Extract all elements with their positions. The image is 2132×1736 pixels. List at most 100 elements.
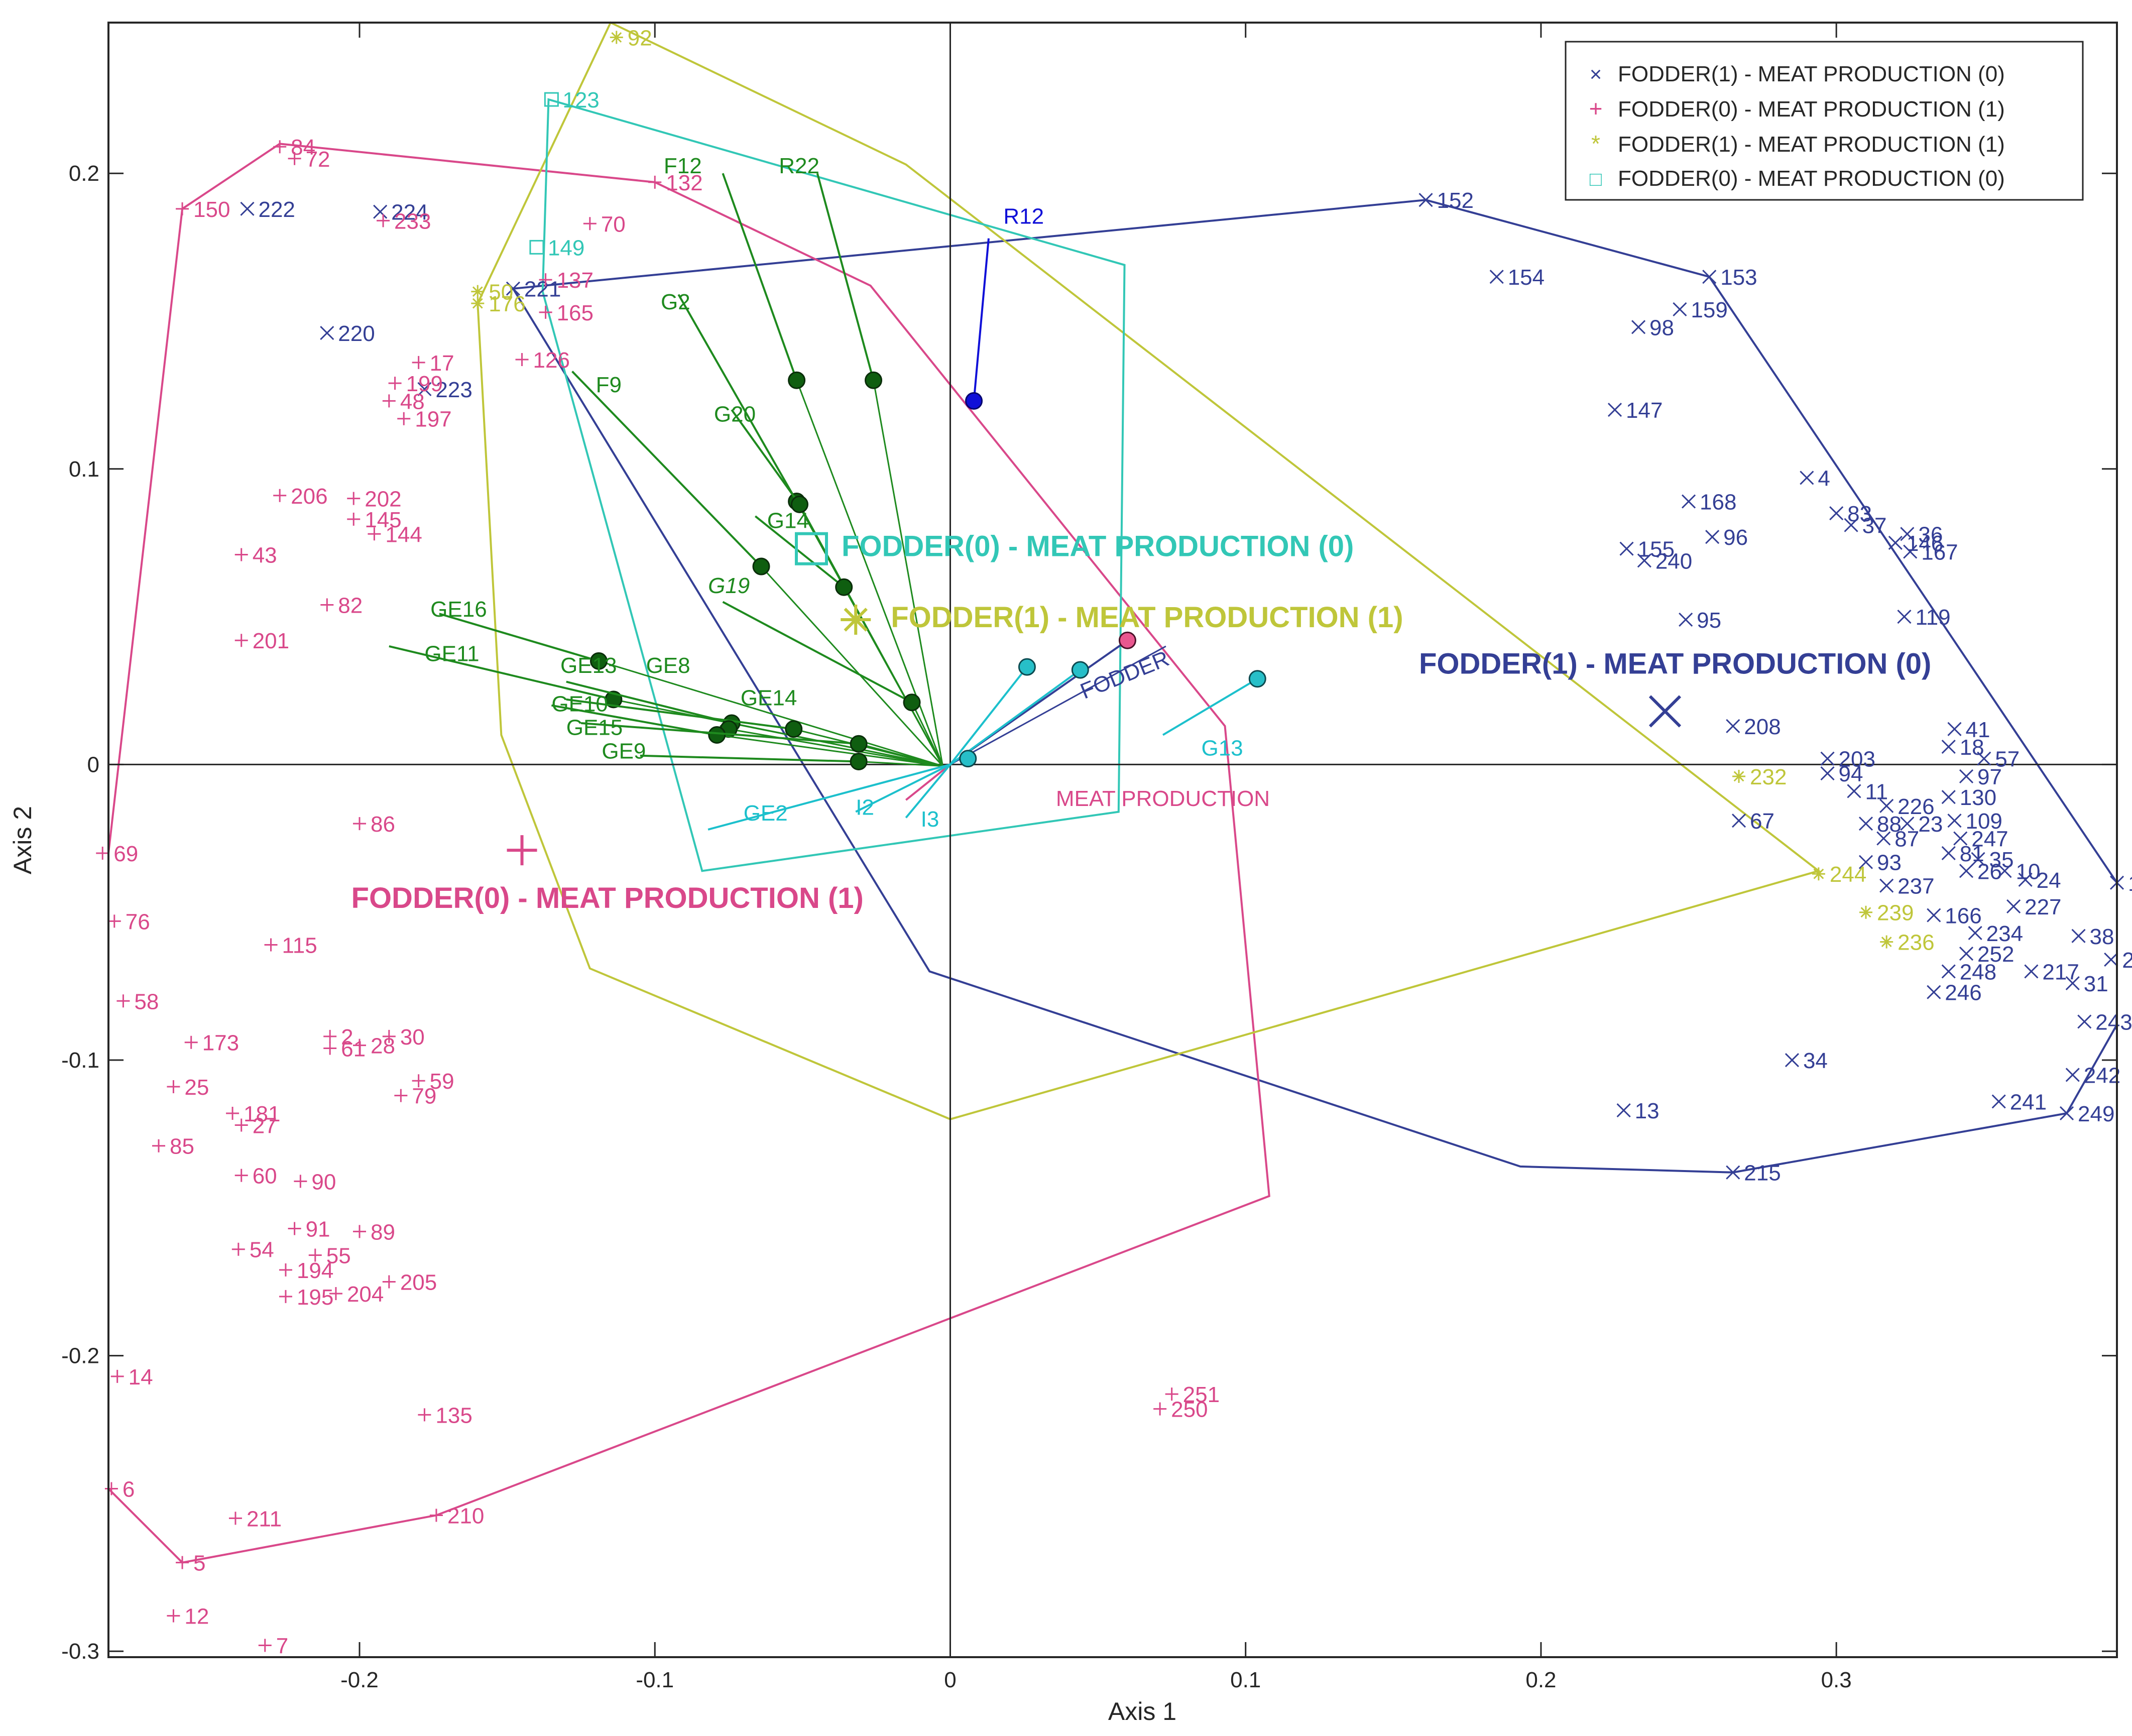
point-fodder1-meat0 xyxy=(2024,964,2039,979)
variable-line xyxy=(873,380,943,766)
point-label: 14 xyxy=(129,1365,153,1390)
point-fodder1-meat0 xyxy=(2018,872,2033,887)
point-label: 6 xyxy=(123,1477,135,1501)
variable-dot xyxy=(708,726,726,744)
point-label: 154 xyxy=(1508,265,1545,290)
point-label: 168 xyxy=(1700,490,1736,515)
point-label: 30 xyxy=(400,1025,425,1050)
variable-dot xyxy=(1018,658,1036,676)
point-fodder1-meat0 xyxy=(1800,471,1814,485)
variable-label: F9 xyxy=(596,373,622,397)
point-fodder0-meat1 xyxy=(515,353,529,367)
point-fodder0-meat1 xyxy=(377,214,390,227)
point-fodder0-meat1 xyxy=(176,202,189,215)
centroid-label: FODDER(0) - MEAT PRODUCTION (1) xyxy=(351,882,864,914)
y-tick-label: -0.3 xyxy=(61,1639,99,1664)
point-label: 13 xyxy=(1635,1099,1660,1123)
centroids-layer: FODDER(1) - MEAT PRODUCTION (0) FODDER(0)… xyxy=(351,530,1932,914)
point-fodder1-meat0 xyxy=(1820,751,1835,766)
point-label: 31 xyxy=(2084,972,2108,996)
point-label: 227 xyxy=(2025,895,2061,919)
point-fodder1-meat0 xyxy=(1637,553,1651,568)
point-fodder1-meat0 xyxy=(1879,878,1894,893)
point-label: 58 xyxy=(134,989,159,1014)
point-fodder0-meat1 xyxy=(429,1509,443,1522)
point-fodder1-meat0 xyxy=(1959,769,1974,784)
point-fodder0-meat1 xyxy=(1153,1402,1167,1416)
point-label: 94 xyxy=(1839,762,1863,786)
point-fodder0-meat1 xyxy=(418,1408,431,1422)
point-label: 223 xyxy=(435,378,472,402)
variable-label: GE11 xyxy=(424,641,479,666)
y-tick-label: 0.1 xyxy=(69,457,99,482)
variable-label: GE16 xyxy=(430,597,487,622)
point-fodder0-meat1 xyxy=(353,1038,366,1052)
variable-line xyxy=(858,743,943,767)
point-fodder1-meat0 xyxy=(1927,908,1941,922)
point-label: 153 xyxy=(1720,265,1757,290)
point-label: 167 xyxy=(1921,540,1958,565)
variable-line xyxy=(566,680,732,724)
point-label: 11 xyxy=(1865,779,1888,804)
point-label: 199 xyxy=(406,372,443,396)
point-label: 115 xyxy=(282,933,317,958)
hull-fodder0-meat0 xyxy=(541,98,1126,872)
variable-dot xyxy=(752,557,770,575)
point-fodder1-meat0 xyxy=(1927,985,1941,999)
centroid-fodder1-meat0 xyxy=(1648,695,1682,728)
point-label: 67 xyxy=(1750,809,1774,834)
point-label: 12 xyxy=(184,1604,209,1629)
point-label: 38 xyxy=(2090,924,2114,949)
zero-lines xyxy=(108,23,2117,1657)
point-fodder1-meat0 xyxy=(1847,784,1861,798)
x-tick-label: 0.1 xyxy=(1230,1668,1261,1692)
point-label: 41 xyxy=(1965,718,1990,742)
variable-line xyxy=(754,515,845,588)
legend-item: * FODDER(1) - MEAT PRODUCTION (1) xyxy=(1591,131,2005,157)
point-label: 89 xyxy=(371,1220,395,1244)
point-fodder0-meat1 xyxy=(1165,1387,1178,1401)
variable-line xyxy=(905,763,951,801)
variable-line xyxy=(677,294,798,502)
point-label: 2 xyxy=(341,1025,353,1050)
point-fodder0-meat1 xyxy=(226,1106,240,1120)
point-label: 97 xyxy=(1977,765,2002,789)
legend-label: FODDER(1) - MEAT PRODUCTION (0) xyxy=(1618,62,2005,86)
variable-label: G2 xyxy=(661,290,690,314)
x-tick-label: -0.2 xyxy=(340,1668,379,1692)
point-fodder0-meat1 xyxy=(323,1029,337,1043)
point-fodder1-meat0 xyxy=(2104,952,2118,967)
point-fodder0-meat1 xyxy=(394,1089,408,1102)
point-fodder1-meat0 xyxy=(373,204,388,219)
variable-line xyxy=(551,704,718,736)
point-fodder0-meat1 xyxy=(234,634,248,647)
point-label: 7 xyxy=(276,1634,288,1658)
point-fodder1-meat0 xyxy=(1858,855,1873,869)
point-label: 54 xyxy=(250,1238,274,1262)
point-fodder1-meat0 xyxy=(1681,494,1696,509)
centroid-label: FODDER(1) - MEAT PRODUCTION (1) xyxy=(891,601,1403,634)
variable-label: GE14 xyxy=(741,686,797,711)
point-label: 166 xyxy=(1945,904,1981,929)
point-label: 205 xyxy=(400,1270,437,1295)
variable-label: G13 xyxy=(1201,736,1243,761)
point-fodder1-meat0 xyxy=(1959,947,1974,961)
point-label: 60 xyxy=(253,1164,277,1189)
point-fodder1-meat0 xyxy=(1785,1053,1800,1068)
point-label: 239 xyxy=(1877,901,1914,925)
point-label: 83 xyxy=(1847,502,1872,526)
point-label: 203 xyxy=(1839,747,1875,772)
x-tick-label: 0.3 xyxy=(1821,1668,1852,1692)
point-fodder0-meat1 xyxy=(353,817,366,831)
point-fodder0-meat1 xyxy=(539,273,552,287)
variable-dot xyxy=(1071,661,1089,679)
variable-dot xyxy=(589,652,608,670)
point-label: 222 xyxy=(258,197,295,222)
variable-dot xyxy=(1248,670,1266,688)
variable-label: GE10 xyxy=(551,691,608,716)
legend-label: FODDER(0) - MEAT PRODUCTION (0) xyxy=(1618,166,2005,191)
legend-label: FODDER(1) - MEAT PRODUCTION (1) xyxy=(1618,132,2005,157)
variable-label: I2 xyxy=(856,795,874,820)
variable-line xyxy=(722,173,798,381)
point-label: 155 xyxy=(1638,537,1675,562)
